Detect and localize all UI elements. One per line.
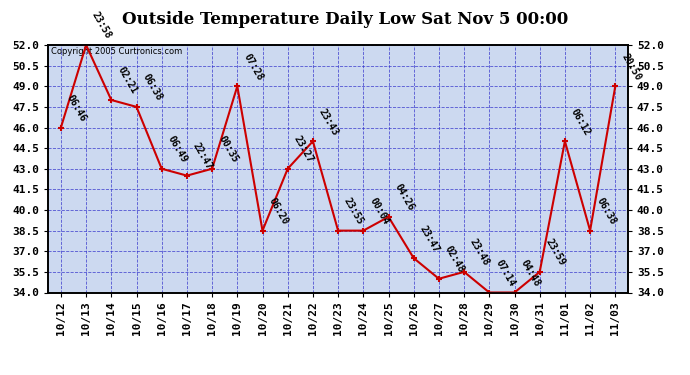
Text: 06:46: 06:46 <box>65 93 88 123</box>
Text: Copyright 2005 Curtronics.com: Copyright 2005 Curtronics.com <box>51 48 182 57</box>
Text: 04:48: 04:48 <box>519 258 542 288</box>
Text: 06:38: 06:38 <box>141 72 164 103</box>
Text: 06:12: 06:12 <box>569 106 593 137</box>
Text: Outside Temperature Daily Low Sat Nov 5 00:00: Outside Temperature Daily Low Sat Nov 5 … <box>122 11 568 28</box>
Text: 23:58: 23:58 <box>90 10 114 41</box>
Text: 00:04: 00:04 <box>368 196 391 226</box>
Text: 02:21: 02:21 <box>115 65 139 96</box>
Text: 02:48: 02:48 <box>443 244 466 274</box>
Text: 04:26: 04:26 <box>393 182 416 213</box>
Text: 23:55: 23:55 <box>342 196 366 226</box>
Text: 23:27: 23:27 <box>292 134 315 165</box>
Text: 06:20: 06:20 <box>266 196 290 226</box>
Text: 23:48: 23:48 <box>469 237 491 268</box>
Text: 20:50: 20:50 <box>620 52 643 82</box>
Text: 06:38: 06:38 <box>594 196 618 226</box>
Text: 23:43: 23:43 <box>317 106 340 137</box>
Text: 07:28: 07:28 <box>241 52 265 82</box>
Text: 06:49: 06:49 <box>166 134 189 165</box>
Text: 23:47: 23:47 <box>418 224 441 254</box>
Text: 23:59: 23:59 <box>544 237 567 268</box>
Text: 00:35: 00:35 <box>216 134 239 165</box>
Text: 07:14: 07:14 <box>493 258 517 288</box>
Text: 22:47: 22:47 <box>191 141 215 171</box>
